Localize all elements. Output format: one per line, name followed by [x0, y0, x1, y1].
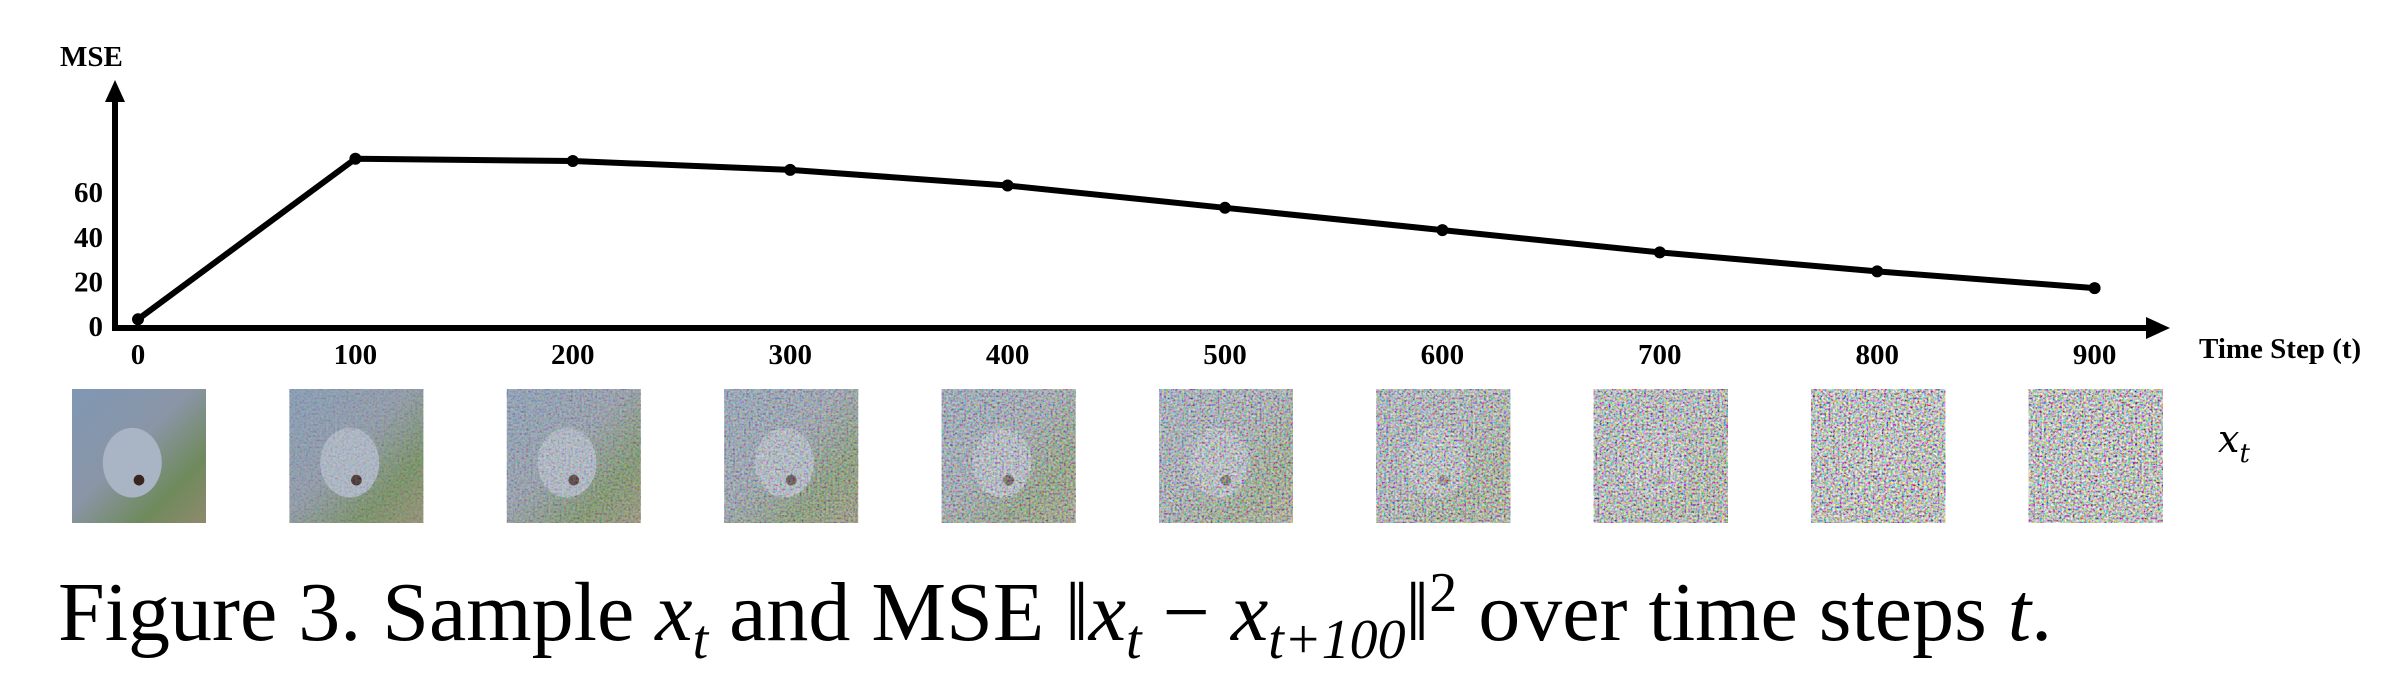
- caption-period: .: [2031, 566, 2053, 659]
- y-tick-labels: 0 20 40 60: [74, 177, 103, 343]
- x-tick-label: 600: [1421, 339, 1465, 371]
- caption-norm-sub2: t+100: [1268, 608, 1406, 671]
- mse-point: [1653, 246, 1666, 259]
- sample-image-row: [72, 389, 2163, 523]
- x-tick-label: 700: [1638, 339, 1682, 371]
- caption-norm-sub1: t: [1126, 608, 1142, 671]
- mse-line: [136, 155, 2095, 322]
- mse-point: [132, 313, 144, 326]
- xt-row-label-base: x: [2218, 417, 2239, 461]
- x-axis-arrow: [2146, 317, 2170, 339]
- mse-point: [784, 163, 797, 176]
- mse-series: [132, 152, 2101, 326]
- sample-image-fox-noisy-t400: [941, 389, 1076, 523]
- caption-xt-base: x: [655, 566, 693, 659]
- caption-middle: and MSE: [708, 566, 1066, 659]
- mse-point: [566, 154, 579, 167]
- mse-point: [1001, 179, 1014, 192]
- mse-point: [1871, 265, 1884, 278]
- sample-image-fox-noisy-t300: [724, 389, 859, 523]
- mse-point: [349, 152, 362, 165]
- x-tick-label: 300: [768, 339, 812, 371]
- x-tick-labels: 0 100 200 300 400 500 600 700 800 900: [131, 339, 2117, 371]
- sample-image-fox-noisy-t100: [289, 389, 424, 523]
- x-tick-label: 500: [1203, 339, 1247, 371]
- axes: [105, 80, 2170, 339]
- sample-image-fox-noisy-t500: [1159, 389, 1293, 523]
- caption-t-var: t: [2007, 566, 2032, 659]
- sample-image-fox-noisy-t600: [1376, 389, 1511, 523]
- caption-norm-close: ‖: [1405, 566, 1430, 659]
- caption-prefix: Figure 3. Sample: [58, 566, 656, 659]
- y-tick-label: 0: [89, 311, 104, 343]
- y-axis-title: MSE: [60, 41, 123, 73]
- sample-image-fox-noisy-t900: [2028, 389, 2163, 523]
- caption-norm-open: ‖: [1065, 566, 1089, 659]
- x-tick-label: 400: [986, 339, 1030, 371]
- caption-minus: −: [1141, 566, 1231, 659]
- xt-row-label-sub: t: [2239, 439, 2250, 469]
- caption-norm-x1: x: [1088, 566, 1127, 659]
- y-tick-label: 20: [74, 266, 103, 298]
- sample-image-fox-noisy-t200: [506, 389, 641, 523]
- x-axis-title: Time Step (t): [2199, 333, 2361, 365]
- x-tick-label: 900: [2073, 339, 2117, 371]
- x-tick-label: 0: [131, 339, 146, 371]
- xt-row-label: xt: [2218, 417, 2250, 469]
- mse-point: [1219, 201, 1231, 214]
- caption-xt-sub: t: [692, 608, 709, 671]
- svg-text:xt: xt: [2218, 417, 2250, 469]
- y-tick-label: 60: [74, 177, 103, 209]
- mse-point: [2088, 282, 2101, 295]
- mse-point: [1436, 224, 1449, 237]
- y-tick-label: 40: [74, 222, 103, 254]
- caption-norm-pow: 2: [1429, 562, 1458, 624]
- sample-image-fox-noisy-t800: [1811, 389, 1946, 523]
- x-tick-label: 100: [334, 339, 378, 371]
- sample-image-fox-noisy-t0: [72, 389, 206, 523]
- caption-norm-x2: x: [1230, 566, 1269, 659]
- caption-suffix: over time steps: [1457, 566, 2008, 659]
- x-tick-label: 800: [1855, 339, 1899, 371]
- sample-image-fox-noisy-t700: [1593, 389, 1728, 523]
- figure-caption: Figure 3. Sample xt and MSE ‖xt − xt+100…: [58, 565, 2052, 668]
- x-tick-label: 200: [551, 339, 595, 371]
- y-axis-arrow: [105, 80, 125, 102]
